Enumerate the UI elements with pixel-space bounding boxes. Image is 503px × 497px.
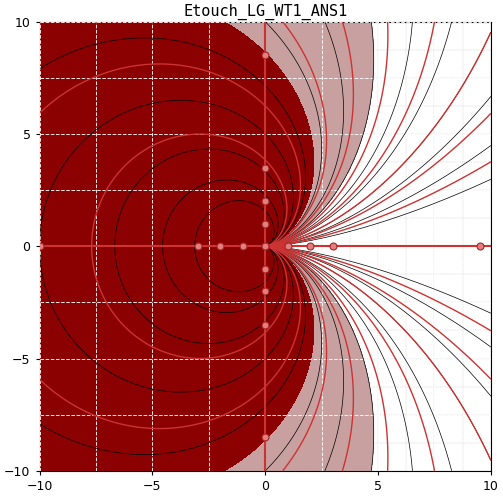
Title: Etouch_LG_WT1_ANS1: Etouch_LG_WT1_ANS1	[183, 4, 348, 20]
